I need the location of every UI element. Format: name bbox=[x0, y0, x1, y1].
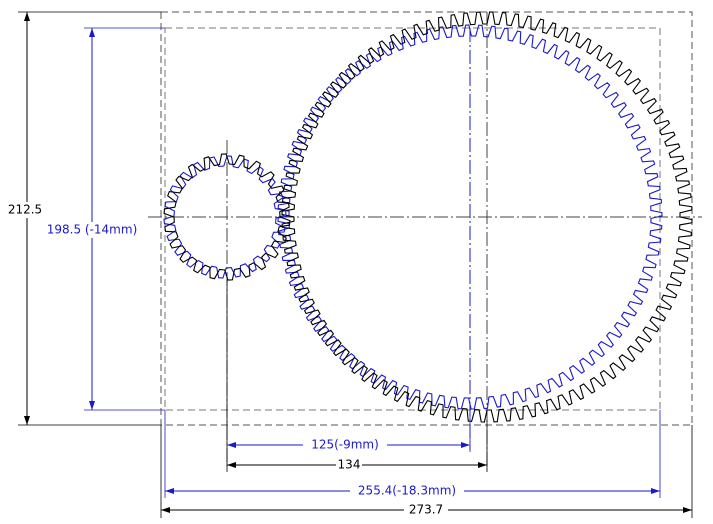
inner-envelope bbox=[164, 27, 661, 411]
dimension-label: 273.7 bbox=[409, 503, 443, 517]
arrowhead bbox=[89, 401, 95, 410]
arrowhead bbox=[24, 416, 30, 425]
dimension-label: 125(-9mm) bbox=[311, 438, 379, 452]
arrowhead bbox=[227, 462, 236, 468]
center-lines bbox=[148, 12, 702, 470]
label-bg bbox=[336, 457, 362, 473]
dimension-label: 255.4(-18.3mm) bbox=[358, 484, 456, 498]
extension-lines-blue bbox=[84, 27, 661, 498]
arrowhead bbox=[165, 488, 174, 494]
arrowhead bbox=[651, 488, 660, 494]
dimension-label: 198.5 (-14mm) bbox=[47, 223, 138, 237]
label-bg bbox=[404, 502, 448, 518]
dimension-label: 134 bbox=[338, 458, 361, 472]
gear bbox=[163, 153, 291, 281]
arrowhead bbox=[461, 442, 470, 448]
dimension-label: 212.5 bbox=[8, 203, 42, 217]
label-bg bbox=[303, 437, 387, 453]
arrowhead bbox=[89, 28, 95, 37]
label-bg bbox=[38, 222, 146, 238]
arrowhead bbox=[161, 507, 170, 513]
arrowhead bbox=[478, 462, 487, 468]
extension-lines bbox=[18, 11, 693, 518]
arrowhead bbox=[24, 12, 30, 21]
gear bbox=[281, 11, 693, 423]
gears bbox=[163, 11, 693, 423]
gear bbox=[163, 155, 287, 279]
arrowhead bbox=[227, 442, 236, 448]
gear bbox=[277, 24, 663, 410]
label-bg bbox=[3, 202, 47, 218]
label-bg bbox=[350, 483, 464, 499]
arrowhead bbox=[683, 507, 692, 513]
outer-envelope bbox=[160, 11, 693, 426]
